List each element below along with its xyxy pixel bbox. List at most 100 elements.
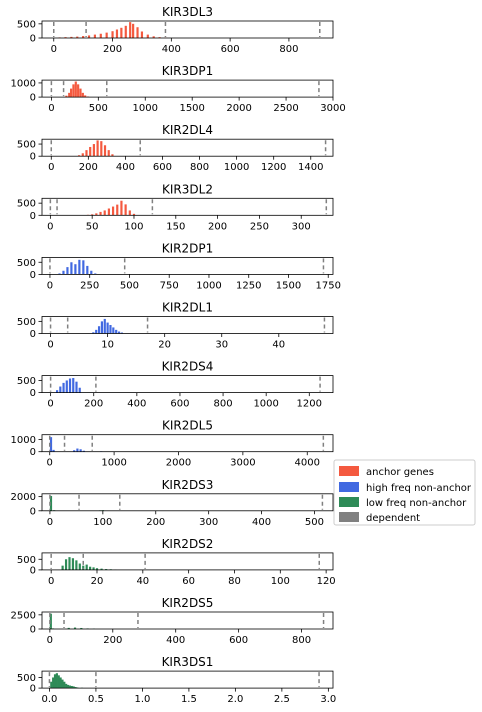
x-tick-label: 1.5 (181, 694, 197, 705)
x-tick-label: 80 (228, 576, 241, 587)
y-tick-label: 2000 (11, 492, 36, 503)
hist-bar (76, 36, 79, 38)
hist-bar (82, 36, 85, 38)
x-tick-label: 600 (221, 44, 240, 55)
hist-bar (55, 390, 59, 393)
x-tick-label: 0 (47, 517, 53, 528)
x-tick-label: 800 (214, 399, 233, 410)
x-tick-label: 800 (279, 44, 298, 55)
hist-bar (55, 673, 58, 689)
hist-bar (49, 437, 53, 452)
hist-bar (70, 262, 73, 275)
x-tick-label: 400 (252, 517, 271, 528)
hist-bar (57, 675, 60, 689)
panel-title: KIR2DS3 (162, 478, 214, 492)
x-tick-label: 200 (208, 221, 227, 232)
hist-bar (70, 685, 73, 689)
x-tick-label: 0.5 (88, 694, 104, 705)
axes-frame (41, 197, 334, 216)
hist-bar (66, 267, 69, 275)
hist-bar (81, 153, 84, 157)
x-tick-label: 100 (124, 221, 143, 232)
hist-bar (71, 558, 75, 570)
panel-title: KIR2DS2 (162, 537, 214, 551)
hist-bar (84, 95, 87, 98)
hist-bar (136, 27, 139, 38)
x-tick-label: 1000 (224, 162, 249, 173)
hist-bar (129, 22, 132, 38)
hist-bar (107, 150, 110, 157)
hist-bar (73, 627, 77, 629)
hist-bar (68, 378, 72, 393)
x-tick-label: 250 (250, 221, 269, 232)
hist-bar (82, 565, 85, 570)
hist-bar (105, 569, 108, 570)
panel-title: KIR3DL3 (162, 5, 213, 19)
hist-bar (65, 683, 68, 689)
y-tick-label: 0 (30, 152, 36, 163)
hist-bar (90, 270, 93, 275)
axes-frame (41, 375, 334, 394)
y-tick-label: 0 (30, 684, 36, 695)
x-tick-label: 1200 (297, 399, 322, 410)
hist-bar (132, 213, 136, 216)
x-tick-label: 800 (190, 162, 209, 173)
legend-item-high-freq: high freq non-anchor (339, 482, 472, 494)
hist-bar (92, 567, 95, 570)
hist-bar (61, 679, 64, 689)
hist-bar (107, 208, 110, 216)
hist-bar (99, 211, 102, 216)
x-tick-label: 500 (120, 280, 139, 291)
hist-bar (106, 322, 109, 334)
hist-bar (116, 204, 119, 216)
legend-label-dependent: dependent (366, 513, 420, 524)
x-tick-label: 60 (182, 576, 195, 587)
hist-bar (115, 29, 119, 38)
x-tick-label: 0 (51, 44, 57, 55)
hist-bar (158, 37, 161, 38)
y-tick-label: 0 (30, 506, 36, 517)
x-tick-label: 1500 (276, 280, 301, 291)
hist-bar (80, 627, 83, 629)
hist-bar (124, 204, 127, 216)
y-tick-label: 500 (17, 19, 36, 30)
x-tick-label: 100 (93, 517, 112, 528)
x-tick-label: 3.0 (320, 694, 336, 705)
axes-frame (41, 493, 334, 512)
hist-bar (74, 264, 77, 275)
panel-title: KIR3DS1 (162, 655, 214, 669)
panel-kir2ds5: KIR2DS5 0 200 400 600 800 0 2500 (11, 596, 334, 646)
hist-bar (78, 259, 81, 275)
hist-bar (75, 560, 78, 570)
hist-bar (82, 450, 85, 452)
x-tick-label: 4000 (295, 458, 320, 469)
x-tick-label: 1000 (196, 280, 221, 291)
x-tick-label: 200 (84, 399, 103, 410)
x-tick-label: 400 (116, 162, 135, 173)
x-tick-label: 30 (215, 340, 228, 351)
hist-bar (72, 378, 75, 393)
hist-bar (78, 563, 81, 570)
x-tick-label: 600 (229, 635, 248, 646)
hist-bar (128, 210, 131, 216)
x-tick-label: 40 (272, 340, 285, 351)
legend-item-dependent: dependent (339, 512, 420, 524)
hist-bar (85, 150, 88, 157)
legend-label-high-freq: high freq non-anchor (366, 483, 472, 494)
x-tick-label: 0 (47, 221, 53, 232)
x-tick-label: 100 (271, 576, 290, 587)
hist-bar (79, 449, 82, 452)
panel-title: KIR2DL5 (162, 419, 213, 433)
hist-bar (91, 214, 94, 216)
x-tick-label: 200 (103, 44, 122, 55)
hist-bar (74, 687, 77, 689)
hist-bar (62, 382, 65, 393)
x-tick-label: 300 (292, 221, 311, 232)
hist-bar (94, 273, 97, 275)
panel-kir3dl3: KIR3DL3 0 200 400 600 800 0 500 (17, 5, 334, 55)
